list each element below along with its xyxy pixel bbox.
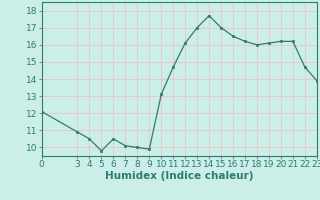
X-axis label: Humidex (Indice chaleur): Humidex (Indice chaleur) (105, 171, 253, 181)
